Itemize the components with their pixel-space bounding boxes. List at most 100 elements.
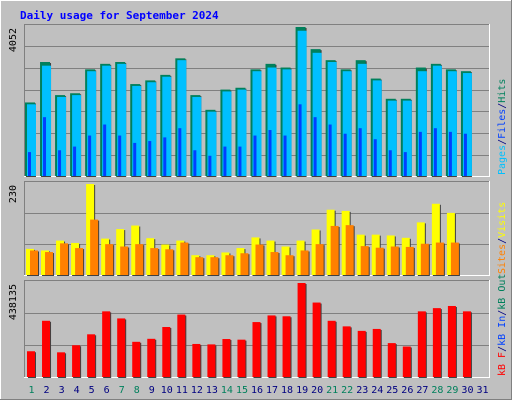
files-bar	[403, 152, 407, 176]
kb-bar	[282, 316, 291, 377]
kb-bar	[417, 311, 426, 377]
sites-bar	[180, 242, 189, 275]
x-day-label: 8	[134, 385, 140, 396]
kb-bar	[57, 352, 66, 377]
files-bar	[58, 150, 62, 176]
pages-bar	[432, 65, 442, 176]
sites-bar	[150, 248, 159, 275]
sites-bar	[405, 246, 414, 275]
chart-title: Daily usage for September 2024	[20, 9, 219, 22]
x-day-label: 13	[206, 385, 218, 396]
files-bar	[118, 135, 122, 176]
pages-bar	[447, 71, 457, 176]
hits-panel-legend-item-2: Files	[497, 109, 508, 139]
sites-bar	[225, 255, 234, 275]
kb-bar	[387, 343, 396, 377]
kb-bar	[447, 305, 456, 377]
sites-bar	[120, 246, 129, 275]
hits-panel-legend-item-1: /	[497, 139, 508, 145]
x-day-label: 18	[281, 385, 293, 396]
sites-bar	[360, 246, 369, 275]
x-day-label: 6	[104, 385, 110, 396]
hits-panel-legend-item-3: /	[497, 103, 508, 109]
sites-bar	[345, 225, 354, 275]
sites-bar	[210, 257, 219, 275]
pages-bar	[252, 71, 262, 176]
pages-bar	[162, 76, 172, 176]
sites-bar	[30, 250, 38, 275]
pages-bar	[462, 73, 472, 176]
pages-bar	[237, 89, 247, 176]
kb-bar	[177, 314, 186, 377]
x-day-label: 14	[221, 385, 233, 396]
x-day-label: 23	[356, 385, 368, 396]
kb-bar	[402, 346, 411, 377]
sites-bar	[105, 244, 114, 275]
sites-bar	[450, 242, 459, 275]
pages-bar	[282, 69, 292, 176]
kb-bar	[432, 308, 441, 377]
pages-bar	[147, 82, 157, 176]
pages-bar	[387, 100, 397, 176]
hits-panel-y-max-label: 4052	[8, 28, 19, 52]
files-bar	[238, 146, 242, 176]
sites-bar	[195, 257, 204, 275]
files-bar	[73, 146, 77, 176]
x-day-label: 16	[251, 385, 263, 396]
files-bar	[163, 137, 167, 176]
kb-panel-y-max-label: 438135	[8, 284, 19, 320]
x-day-label: 15	[236, 385, 248, 396]
kb-bar	[42, 320, 51, 377]
pages-bar	[192, 96, 202, 176]
visits-panel-legend-item-0: Sites	[497, 244, 508, 274]
visits-panel-legend-item-1: /	[497, 238, 508, 244]
pages-bar	[297, 30, 307, 177]
kb-panel-legend-item-2: kB In	[497, 316, 508, 346]
x-axis-labels: 1 2 3 4 5 6 7 8 9 10 11 12 13 14 15 16 17 18 19 20 21 22 23 24 2…	[29, 385, 489, 396]
pages-bar	[57, 96, 67, 176]
x-day-label: 9	[149, 385, 155, 396]
sites-bar	[240, 253, 249, 275]
sites-bar	[165, 249, 174, 275]
sites-bar	[420, 243, 429, 275]
kb-bar	[327, 320, 336, 377]
files-bar	[193, 150, 197, 176]
kb-panel-legend-item-4: kB Out	[497, 274, 508, 310]
kb-bar	[342, 326, 351, 377]
kb-bar	[117, 318, 126, 377]
kb-bar	[297, 283, 306, 377]
files-bar	[28, 152, 31, 176]
files-bar	[373, 139, 377, 176]
pages-bar	[117, 63, 127, 177]
visits-bar	[56, 240, 65, 275]
kb-bar	[312, 302, 321, 377]
files-bar	[328, 124, 332, 176]
sites-bar	[315, 244, 324, 275]
files-bar	[448, 131, 452, 176]
x-day-label: 20	[311, 385, 323, 396]
x-day-label: 17	[266, 385, 278, 396]
files-bar	[358, 128, 362, 176]
files-bar	[88, 135, 92, 176]
x-day-label: 27	[416, 385, 428, 396]
hits-panel-legend: Pages/Files/Hits	[497, 79, 508, 175]
sites-bar	[285, 255, 294, 275]
files-bar	[463, 133, 467, 176]
kb-bar	[207, 344, 216, 377]
sites-bar	[255, 244, 264, 275]
pages-bar	[102, 65, 112, 176]
pages-bar	[372, 80, 382, 176]
kb-bar	[222, 339, 231, 377]
kb-bar	[357, 330, 366, 377]
kb-bar	[192, 343, 201, 377]
sites-bar	[390, 246, 399, 275]
x-day-label: 28	[431, 385, 443, 396]
visits-panel-legend: Sites/Visits	[497, 202, 508, 274]
pages-bar	[327, 62, 337, 176]
x-day-label: 5	[89, 385, 95, 396]
sites-bar	[60, 243, 69, 275]
kb-bar	[102, 311, 111, 377]
x-day-label: 21	[326, 385, 338, 396]
sites-bar	[330, 225, 339, 275]
sites-bar	[135, 244, 144, 275]
